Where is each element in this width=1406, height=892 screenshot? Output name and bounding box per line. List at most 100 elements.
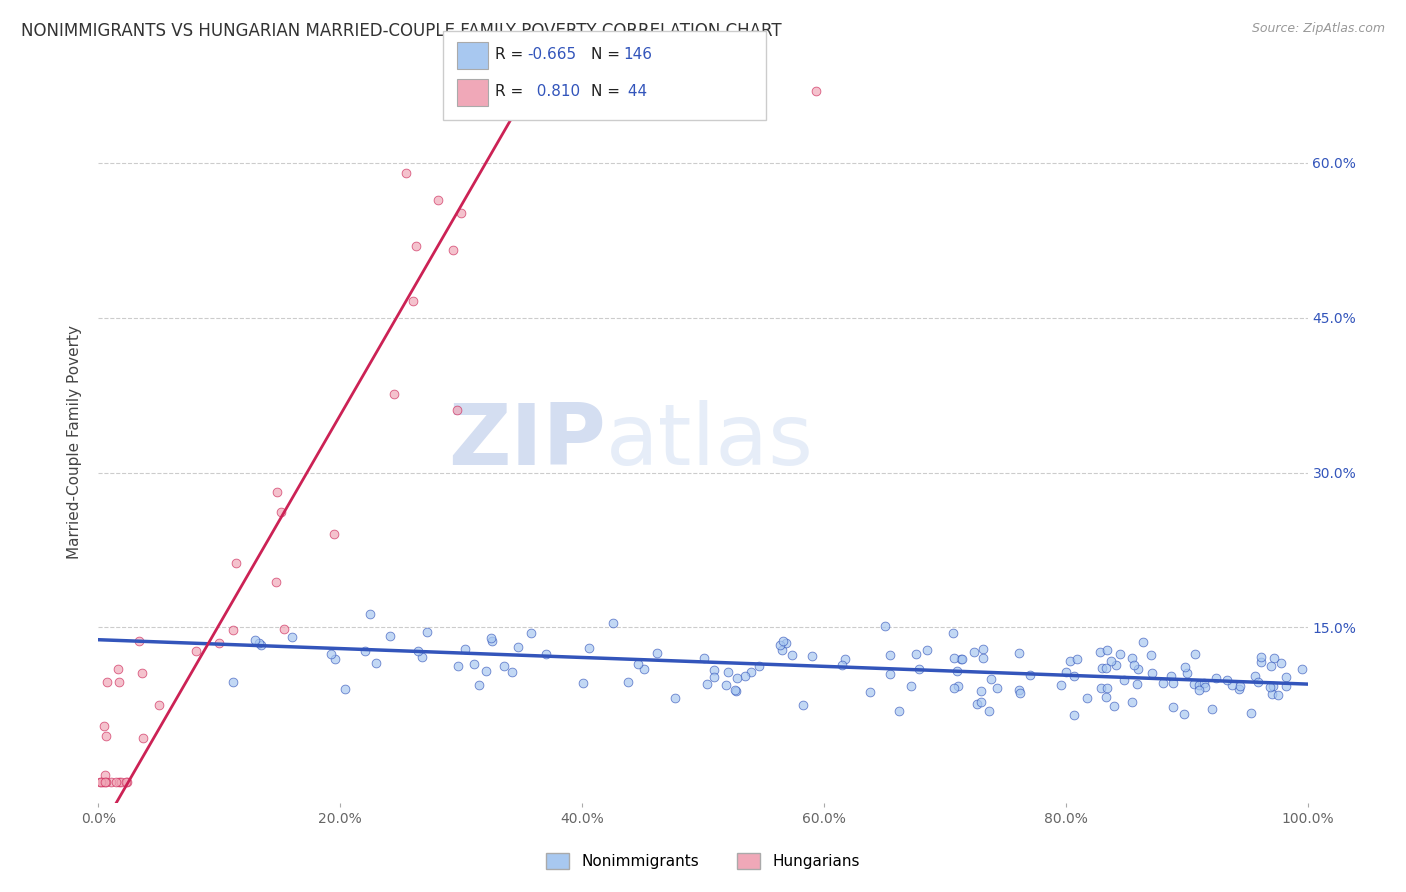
Point bbox=[942, 681, 965, 695]
Point bbox=[89, 775, 111, 789]
Point bbox=[395, 166, 418, 180]
Point bbox=[664, 690, 686, 705]
Point bbox=[333, 681, 356, 696]
Text: NONIMMIGRANTS VS HUNGARIAN MARRIED-COUPLE FAMILY POVERTY CORRELATION CHART: NONIMMIGRANTS VS HUNGARIAN MARRIED-COUPL… bbox=[21, 22, 782, 40]
Point bbox=[128, 633, 150, 648]
Point bbox=[1229, 679, 1251, 693]
Point bbox=[1121, 695, 1143, 709]
Point bbox=[1250, 649, 1272, 664]
Point bbox=[1126, 662, 1149, 676]
Point bbox=[1095, 681, 1118, 695]
Point bbox=[544, 87, 567, 101]
Point bbox=[780, 648, 803, 663]
Point bbox=[572, 676, 595, 690]
Point bbox=[1099, 654, 1122, 668]
Point bbox=[676, 84, 699, 98]
Point bbox=[266, 485, 288, 500]
Point bbox=[740, 665, 762, 679]
Point bbox=[115, 775, 138, 789]
Point bbox=[693, 651, 716, 665]
Point bbox=[90, 775, 112, 789]
Point bbox=[1291, 662, 1313, 676]
Point bbox=[273, 622, 295, 636]
Text: ZIP: ZIP bbox=[449, 400, 606, 483]
Point bbox=[1102, 698, 1125, 713]
Text: N =: N = bbox=[591, 85, 624, 99]
Point bbox=[408, 644, 430, 658]
Point bbox=[834, 652, 856, 666]
Point bbox=[946, 664, 969, 678]
Point bbox=[1258, 680, 1281, 694]
Legend: Nonimmigrants, Hungarians: Nonimmigrants, Hungarians bbox=[540, 847, 866, 875]
Point bbox=[734, 668, 756, 682]
Point bbox=[270, 505, 292, 519]
Point bbox=[703, 663, 725, 677]
Point bbox=[1008, 686, 1031, 700]
Point bbox=[405, 239, 427, 253]
Point bbox=[93, 719, 115, 733]
Point bbox=[1161, 675, 1184, 690]
Text: 0.810: 0.810 bbox=[527, 85, 581, 99]
Point bbox=[942, 651, 965, 665]
Point bbox=[716, 665, 738, 679]
Point bbox=[1188, 678, 1211, 692]
Point bbox=[1274, 679, 1296, 693]
Point bbox=[494, 658, 516, 673]
Point bbox=[770, 642, 793, 657]
Point bbox=[972, 651, 994, 665]
Point bbox=[1247, 674, 1270, 689]
Point bbox=[1125, 677, 1147, 691]
Text: Source: ZipAtlas.com: Source: ZipAtlas.com bbox=[1251, 22, 1385, 36]
Point bbox=[1229, 681, 1251, 696]
Point bbox=[1132, 635, 1154, 649]
Point bbox=[1260, 659, 1282, 673]
Point bbox=[1163, 700, 1185, 714]
Point bbox=[682, 84, 704, 98]
Point bbox=[602, 615, 624, 630]
Point bbox=[1140, 665, 1163, 680]
Point bbox=[110, 775, 132, 789]
Point bbox=[1140, 648, 1163, 663]
Text: 44: 44 bbox=[623, 85, 647, 99]
Point bbox=[225, 556, 247, 570]
Point bbox=[250, 638, 273, 652]
Point bbox=[963, 645, 986, 659]
Point bbox=[724, 683, 747, 698]
Point bbox=[468, 678, 491, 692]
Point bbox=[411, 650, 433, 665]
Point bbox=[873, 619, 896, 633]
Point bbox=[748, 658, 770, 673]
Point bbox=[402, 293, 425, 308]
Point bbox=[645, 646, 668, 660]
Point bbox=[1194, 681, 1216, 695]
Point bbox=[578, 640, 600, 655]
Point bbox=[132, 731, 155, 745]
Point bbox=[463, 657, 485, 672]
Point bbox=[107, 662, 129, 676]
Point bbox=[1250, 655, 1272, 669]
Point bbox=[245, 632, 267, 647]
Point bbox=[1201, 702, 1223, 716]
Point bbox=[447, 659, 470, 673]
Point bbox=[454, 641, 477, 656]
Point bbox=[354, 644, 377, 658]
Point bbox=[801, 649, 824, 664]
Point bbox=[475, 664, 498, 678]
Point bbox=[91, 775, 114, 789]
Point bbox=[325, 652, 347, 666]
Y-axis label: Married-Couple Family Poverty: Married-Couple Family Poverty bbox=[67, 325, 83, 558]
Point bbox=[1261, 679, 1284, 693]
Point bbox=[1063, 707, 1085, 722]
Point bbox=[1184, 677, 1206, 691]
Point bbox=[714, 678, 737, 692]
Point bbox=[1174, 660, 1197, 674]
Point bbox=[972, 641, 994, 656]
Text: R =: R = bbox=[495, 47, 529, 62]
Point bbox=[986, 681, 1008, 695]
Point bbox=[481, 634, 503, 648]
Point bbox=[115, 775, 138, 789]
Point bbox=[96, 675, 118, 690]
Point bbox=[1215, 673, 1237, 687]
Point bbox=[264, 574, 287, 589]
Point bbox=[703, 670, 725, 684]
